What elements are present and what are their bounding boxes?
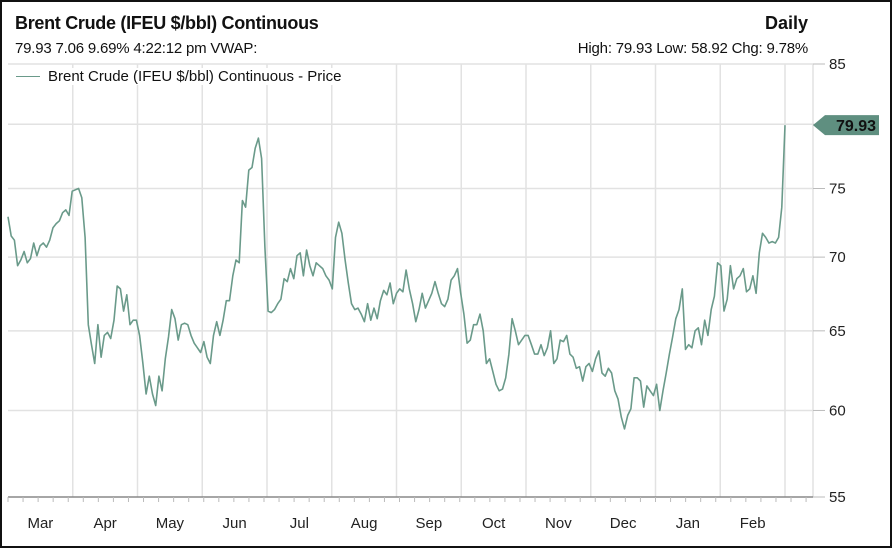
y-tick-label: 60 (829, 402, 846, 419)
period-selector[interactable]: Daily (764, 13, 808, 33)
x-tick-label: Sep (416, 515, 443, 532)
x-tick-label: Feb (740, 515, 766, 532)
legend: Brent Crude (IFEU $/bbl) Continuous - Pr… (16, 68, 342, 85)
y-tick-label: 75 (829, 180, 846, 197)
y-tick-label: 70 (829, 249, 846, 266)
last-price-badge (813, 115, 879, 136)
x-tick-label: Oct (482, 515, 506, 532)
legend-label: Brent Crude (IFEU $/bbl) Continuous - Pr… (48, 68, 342, 85)
x-tick-label: Apr (93, 515, 116, 532)
y-tick-label: 65 (829, 323, 846, 340)
x-tick-label: Jun (223, 515, 247, 532)
stats-line: High: 79.93 Low: 58.92 Chg: 9.78% (577, 40, 808, 57)
last-price-label: 79.93 (836, 118, 876, 135)
x-tick-label: Jul (290, 515, 309, 532)
y-tick-label: 55 (829, 489, 846, 506)
x-tick-label: May (156, 515, 185, 532)
chart-title: Brent Crude (IFEU $/bbl) Continuous (15, 13, 319, 33)
x-tick-label: Mar (27, 515, 53, 532)
y-tick-label: 85 (829, 56, 846, 73)
x-tick-label: Nov (545, 515, 572, 532)
x-tick-label: Aug (351, 515, 378, 532)
x-tick-label: Dec (610, 515, 637, 532)
x-tick-label: Jan (676, 515, 700, 532)
legend-swatch (16, 76, 40, 77)
quote-line: 79.93 7.06 9.69% 4:22:12 pm VWAP: (15, 40, 258, 57)
price-line (7, 125, 786, 430)
